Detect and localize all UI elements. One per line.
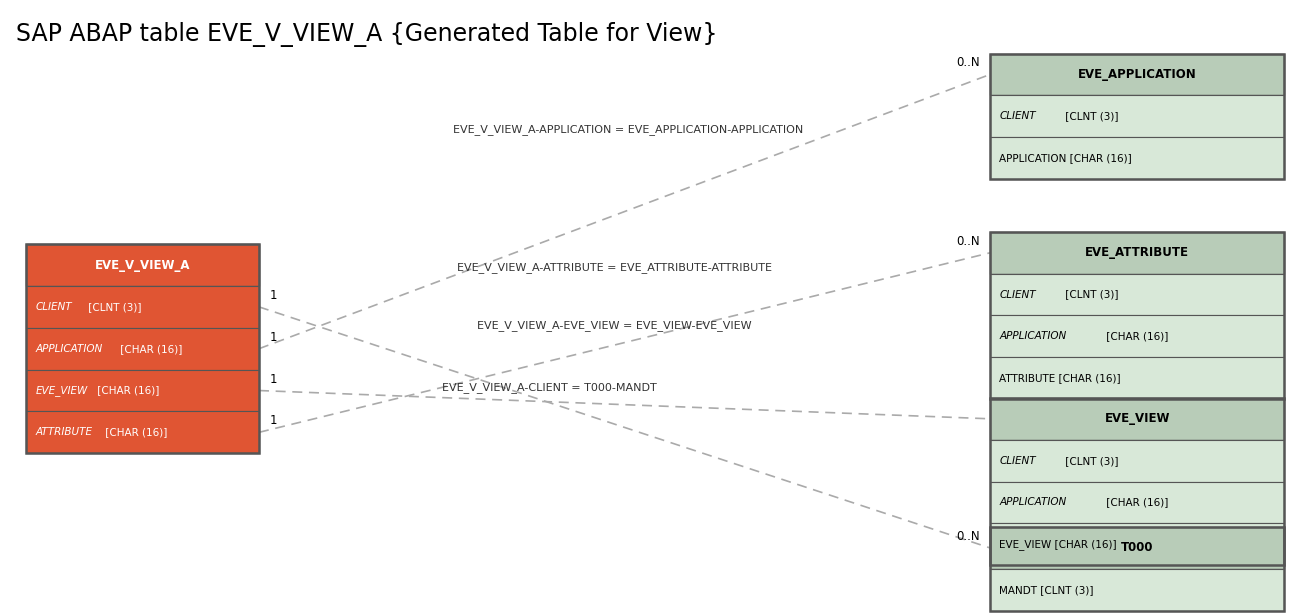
Text: [CHAR (16)]: [CHAR (16)] (116, 344, 182, 354)
Text: 1: 1 (269, 331, 277, 344)
Text: 1: 1 (269, 289, 277, 302)
FancyBboxPatch shape (990, 569, 1284, 611)
FancyBboxPatch shape (26, 370, 259, 411)
Text: EVE_V_VIEW_A-CLIENT = T000-MANDT: EVE_V_VIEW_A-CLIENT = T000-MANDT (442, 382, 657, 393)
Text: EVE_ATTRIBUTE: EVE_ATTRIBUTE (1086, 246, 1189, 260)
Text: EVE_VIEW: EVE_VIEW (35, 385, 88, 396)
Text: T000: T000 (1121, 541, 1154, 555)
Text: ATTRIBUTE: ATTRIBUTE (35, 427, 93, 437)
Text: 0..N: 0..N (956, 57, 980, 69)
Text: APPLICATION: APPLICATION (999, 331, 1066, 341)
FancyBboxPatch shape (990, 357, 1284, 399)
FancyBboxPatch shape (26, 411, 259, 453)
FancyBboxPatch shape (990, 315, 1284, 357)
Text: CLIENT: CLIENT (35, 302, 72, 312)
Text: 0..N: 0..N (956, 235, 980, 248)
Text: [CLNT (3)]: [CLNT (3)] (85, 302, 141, 312)
FancyBboxPatch shape (990, 527, 1284, 569)
FancyBboxPatch shape (26, 286, 259, 328)
Text: [CLNT (3)]: [CLNT (3)] (1062, 290, 1118, 300)
Text: 0..N: 0..N (956, 530, 980, 543)
Text: EVE_V_VIEW_A-APPLICATION = EVE_APPLICATION-APPLICATION: EVE_V_VIEW_A-APPLICATION = EVE_APPLICATI… (453, 124, 803, 135)
Text: EVE_APPLICATION: EVE_APPLICATION (1078, 68, 1197, 81)
Text: EVE_VIEW [CHAR (16)]: EVE_VIEW [CHAR (16)] (999, 539, 1117, 550)
Text: CLIENT: CLIENT (999, 111, 1036, 121)
FancyBboxPatch shape (990, 95, 1284, 137)
Text: APPLICATION: APPLICATION (999, 498, 1066, 507)
FancyBboxPatch shape (26, 244, 259, 286)
Text: [CHAR (16)]: [CHAR (16)] (1103, 498, 1168, 507)
Text: 1: 1 (269, 373, 277, 386)
FancyBboxPatch shape (990, 232, 1284, 274)
FancyBboxPatch shape (990, 523, 1284, 565)
FancyBboxPatch shape (990, 482, 1284, 523)
Text: CLIENT: CLIENT (999, 290, 1036, 300)
FancyBboxPatch shape (990, 54, 1284, 95)
FancyBboxPatch shape (990, 137, 1284, 179)
Text: EVE_V_VIEW_A-EVE_VIEW = EVE_VIEW-EVE_VIEW: EVE_V_VIEW_A-EVE_VIEW = EVE_VIEW-EVE_VIE… (477, 320, 752, 331)
Text: SAP ABAP table EVE_V_VIEW_A {Generated Table for View}: SAP ABAP table EVE_V_VIEW_A {Generated T… (16, 22, 717, 47)
FancyBboxPatch shape (26, 328, 259, 370)
Text: [CLNT (3)]: [CLNT (3)] (1062, 456, 1118, 466)
Text: [CHAR (16)]: [CHAR (16)] (1103, 331, 1168, 341)
Text: [CHAR (16)]: [CHAR (16)] (102, 427, 167, 437)
Text: EVE_VIEW: EVE_VIEW (1104, 412, 1171, 426)
Text: MANDT [CLNT (3)]: MANDT [CLNT (3)] (999, 585, 1093, 595)
Text: APPLICATION: APPLICATION (35, 344, 102, 354)
Text: EVE_V_VIEW_A-ATTRIBUTE = EVE_ATTRIBUTE-ATTRIBUTE: EVE_V_VIEW_A-ATTRIBUTE = EVE_ATTRIBUTE-A… (458, 262, 772, 273)
FancyBboxPatch shape (990, 398, 1284, 440)
Text: EVE_V_VIEW_A: EVE_V_VIEW_A (94, 258, 191, 272)
Text: 1: 1 (269, 415, 277, 427)
Text: CLIENT: CLIENT (999, 456, 1036, 466)
Text: [CHAR (16)]: [CHAR (16)] (94, 386, 160, 395)
Text: ATTRIBUTE [CHAR (16)]: ATTRIBUTE [CHAR (16)] (999, 373, 1121, 383)
Text: [CLNT (3)]: [CLNT (3)] (1062, 111, 1118, 121)
FancyBboxPatch shape (990, 440, 1284, 482)
FancyBboxPatch shape (990, 274, 1284, 315)
Text: APPLICATION [CHAR (16)]: APPLICATION [CHAR (16)] (999, 153, 1131, 163)
